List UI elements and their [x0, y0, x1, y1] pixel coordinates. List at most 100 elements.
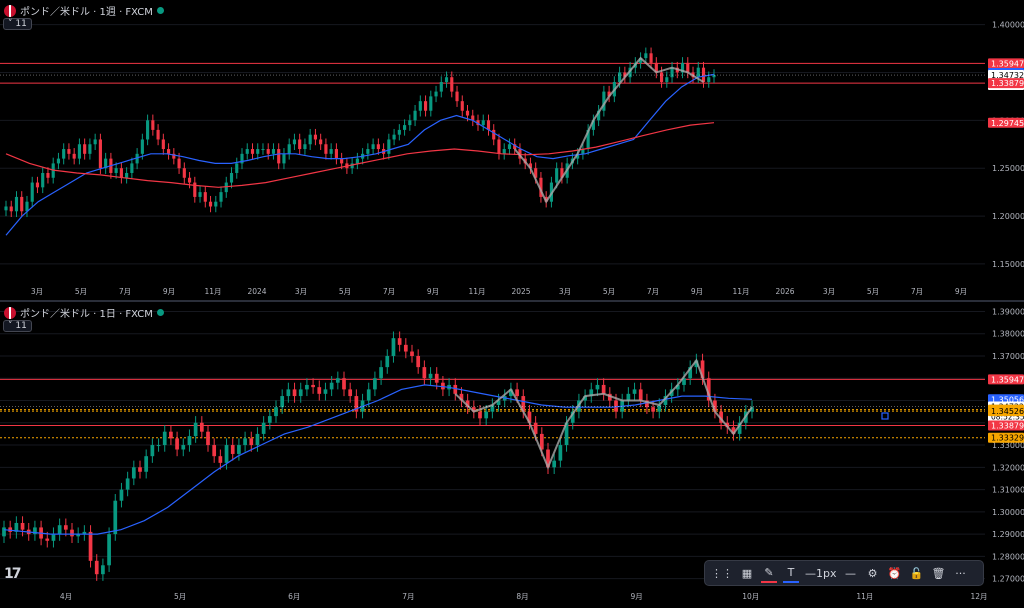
candle-body[interactable] — [14, 196, 19, 212]
candle-body[interactable] — [193, 182, 197, 197]
candle-body[interactable] — [418, 101, 422, 111]
candle-body[interactable] — [144, 456, 149, 472]
candle-body[interactable] — [476, 120, 480, 126]
candle-body[interactable] — [230, 445, 235, 454]
candle-body[interactable] — [701, 67, 706, 83]
candle-body[interactable] — [113, 500, 118, 535]
candle-body[interactable] — [607, 393, 612, 401]
candle-body[interactable] — [298, 389, 303, 397]
candle-body[interactable] — [187, 177, 192, 183]
candle-body[interactable] — [119, 489, 124, 501]
candle-body[interactable] — [564, 422, 569, 446]
candle-body[interactable] — [199, 422, 204, 432]
candle-body[interactable] — [161, 139, 165, 150]
settings-gear-icon[interactable]: ⚙ — [867, 566, 878, 580]
candle-body[interactable] — [471, 115, 475, 121]
candle-body[interactable] — [335, 378, 340, 383]
candle-body[interactable] — [453, 384, 458, 394]
candle-body[interactable] — [76, 534, 81, 537]
candle-body[interactable] — [539, 177, 543, 197]
candle-body[interactable] — [706, 378, 711, 401]
candle-body[interactable] — [492, 129, 496, 140]
candle-body[interactable] — [428, 373, 433, 379]
candle-body[interactable] — [35, 182, 40, 188]
candle-body[interactable] — [214, 201, 218, 207]
candle-body[interactable] — [444, 77, 449, 83]
candle-body[interactable] — [33, 527, 37, 535]
candle-body[interactable] — [156, 445, 161, 447]
candle-body[interactable] — [423, 101, 428, 111]
candle-body[interactable] — [329, 149, 333, 154]
candle-body[interactable] — [334, 149, 338, 159]
candle-body[interactable] — [181, 445, 186, 450]
candle-body[interactable] — [313, 134, 317, 140]
candle-body[interactable] — [218, 456, 223, 463]
candle-body[interactable] — [156, 129, 160, 140]
candle-body[interactable] — [229, 172, 234, 183]
candle-body[interactable] — [177, 158, 181, 169]
candle-body[interactable] — [465, 110, 470, 116]
candle-body[interactable] — [555, 168, 559, 183]
candle-body[interactable] — [348, 389, 353, 397]
candle-body[interactable] — [57, 525, 62, 535]
candle-body[interactable] — [478, 411, 482, 419]
candle-body[interactable] — [626, 393, 631, 401]
candle-body[interactable] — [686, 62, 690, 73]
candle-body[interactable] — [2, 527, 6, 537]
candle-body[interactable] — [20, 522, 25, 530]
candle-body[interactable] — [94, 560, 99, 575]
candle-body[interactable] — [51, 534, 56, 541]
candle-body[interactable] — [465, 400, 470, 408]
candle-body[interactable] — [552, 460, 557, 468]
candle-body[interactable] — [688, 367, 693, 379]
candle-body[interactable] — [429, 96, 433, 111]
candle-body[interactable] — [696, 67, 700, 78]
candle-body[interactable] — [591, 120, 595, 130]
candle-body[interactable] — [397, 338, 402, 345]
candle-body[interactable] — [212, 445, 217, 457]
candle-body[interactable] — [373, 378, 377, 390]
zigzag-drawing-line[interactable] — [454, 358, 753, 470]
candle-body[interactable] — [45, 538, 50, 541]
line-width-button[interactable]: — 1px — [805, 566, 837, 580]
candle-body[interactable] — [271, 149, 276, 154]
add-alert-icon[interactable]: ⏰ — [887, 566, 902, 580]
candle-body[interactable] — [20, 196, 24, 212]
candle-body[interactable] — [172, 153, 176, 159]
candle-body[interactable] — [632, 389, 637, 394]
candle-body[interactable] — [175, 438, 179, 450]
candle-body[interactable] — [240, 153, 244, 164]
candle-body[interactable] — [323, 389, 328, 394]
candle-body[interactable] — [707, 77, 711, 83]
candle-body[interactable] — [403, 125, 407, 130]
candle-body[interactable] — [182, 168, 186, 178]
candle-body[interactable] — [595, 384, 600, 390]
candle-body[interactable] — [408, 120, 412, 126]
candle-body[interactable] — [237, 445, 241, 454]
templates-icon[interactable]: ▦ — [741, 566, 753, 580]
text-color-icon[interactable]: T — [783, 563, 799, 583]
candle-body[interactable] — [88, 531, 93, 561]
candle-body[interactable] — [235, 163, 239, 173]
candle-body[interactable] — [397, 129, 401, 135]
line-color-pencil-icon[interactable]: ✎ — [761, 563, 777, 583]
candle-body[interactable] — [249, 438, 254, 446]
candle-body[interactable] — [515, 389, 519, 397]
candle-body[interactable] — [507, 144, 512, 150]
candle-body[interactable] — [280, 396, 285, 408]
candle-body[interactable] — [324, 144, 328, 154]
pane-separator[interactable] — [0, 300, 1024, 302]
candle-body[interactable] — [193, 422, 198, 437]
daily-indicators-toggle[interactable]: ˅ 11 — [3, 320, 32, 332]
trash-icon[interactable]: 🗑 — [931, 566, 946, 580]
candle-body[interactable] — [287, 144, 291, 154]
candle-body[interactable] — [107, 534, 111, 566]
candle-body[interactable] — [731, 427, 736, 434]
candle-body[interactable] — [135, 153, 139, 164]
drag-handle-icon[interactable]: ⋮⋮ — [711, 566, 733, 580]
candle-body[interactable] — [618, 72, 622, 83]
tradingview-logo-icon[interactable]: 17 — [4, 566, 22, 582]
candle-body[interactable] — [490, 404, 495, 412]
candle-body[interactable] — [63, 525, 68, 530]
candle-body[interactable] — [560, 168, 564, 178]
